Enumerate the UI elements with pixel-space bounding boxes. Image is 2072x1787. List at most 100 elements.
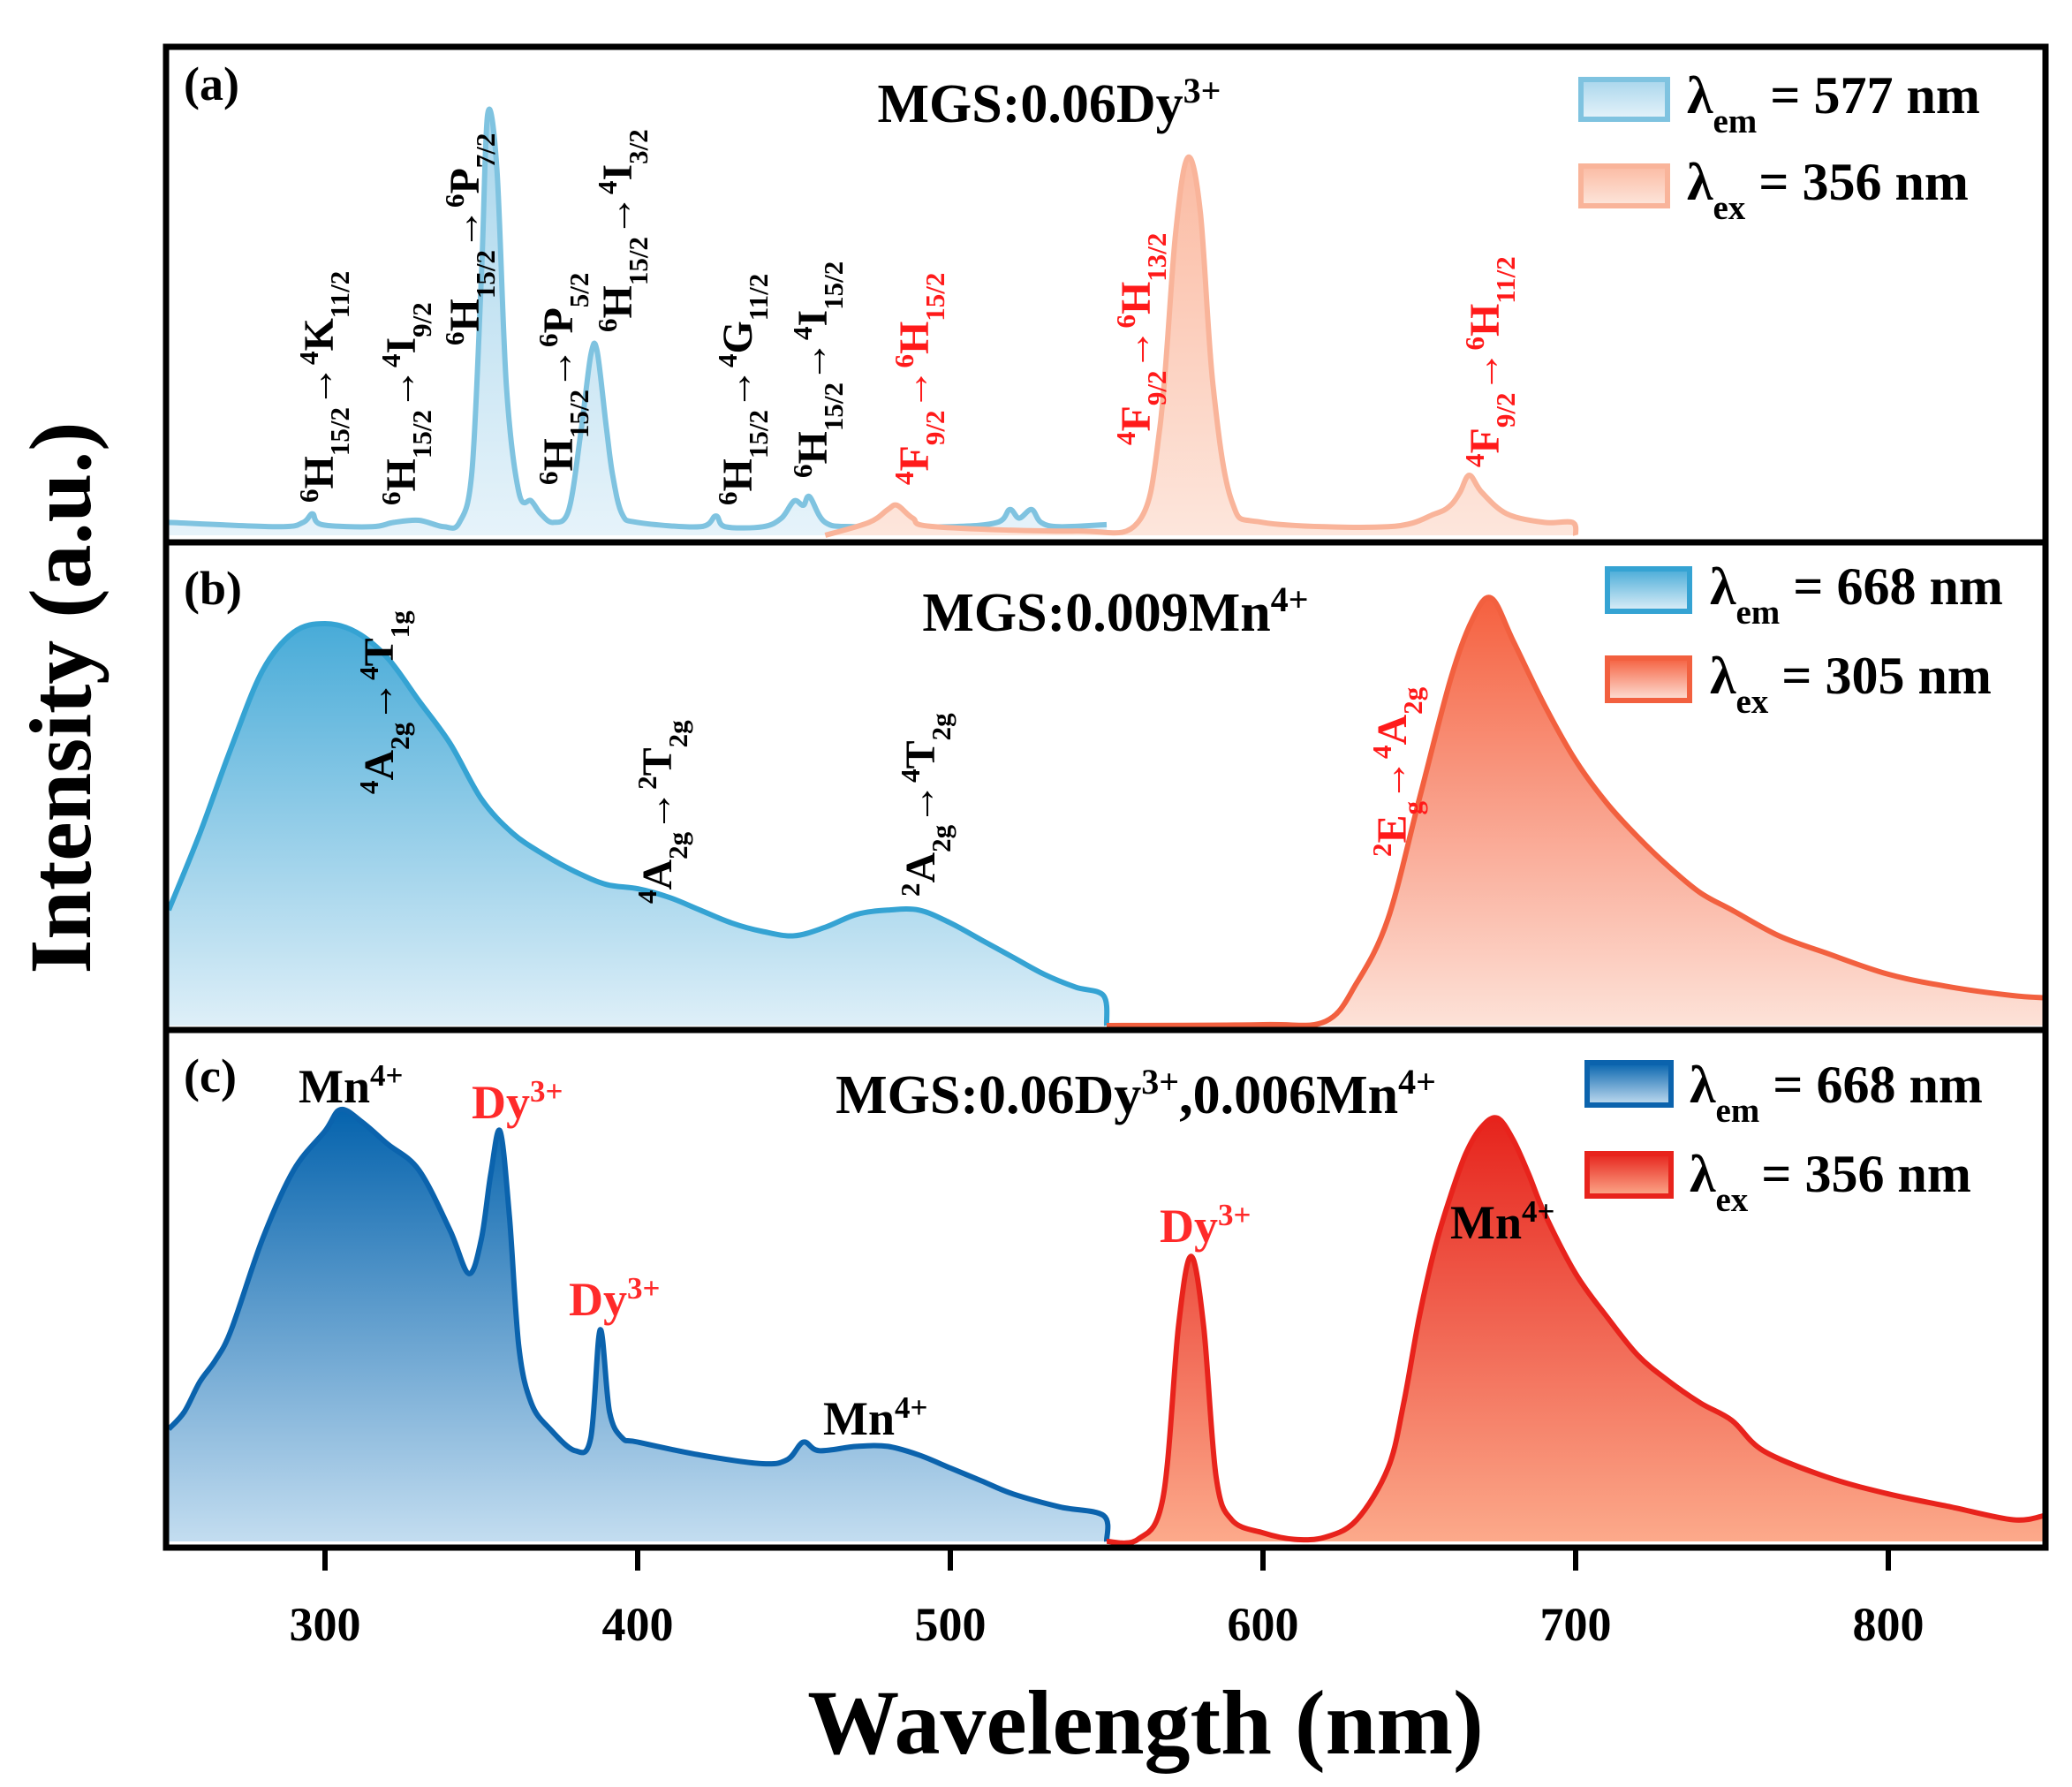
text-run: = 356 nm — [1745, 153, 1969, 211]
text-run: → — [1113, 329, 1160, 371]
subscript: ex — [1735, 683, 1768, 721]
legend-swatch — [1578, 163, 1670, 208]
legend-label: λem = 668 nm — [1690, 1056, 1983, 1130]
legend-label: λex = 305 nm — [1710, 647, 1992, 721]
text-run: MGS:0.009Mn — [922, 583, 1270, 643]
superscript: 6 — [889, 354, 919, 368]
legend-swatch — [1584, 1060, 1674, 1108]
text-run: = 668 nm — [1759, 1056, 1983, 1114]
text-run: A — [1369, 714, 1416, 745]
subscript: 15/2 — [324, 407, 355, 456]
text-run: G — [715, 321, 761, 353]
text-run: F — [1462, 428, 1509, 453]
subscript: 5/2 — [563, 273, 594, 308]
superscript: 6 — [592, 319, 623, 333]
text-run: → — [356, 680, 403, 723]
subscript: 11/2 — [324, 271, 355, 318]
superscript: 3+ — [1183, 71, 1221, 110]
ion-label: Mn4+ — [823, 1390, 927, 1446]
superscript: 6 — [1110, 314, 1141, 329]
subscript: 9/2 — [1141, 371, 1172, 406]
superscript: 3+ — [1218, 1198, 1251, 1232]
text-run: F — [891, 445, 938, 471]
emission-spectrum-fill — [1107, 597, 2045, 1026]
transition-label: 6H15/2→4I9/2 — [375, 302, 437, 505]
subscript: 2g — [662, 831, 693, 859]
text-run: → — [594, 194, 641, 237]
text-run: → — [1462, 351, 1509, 393]
superscript: 2 — [631, 776, 662, 790]
superscript: 4 — [293, 352, 324, 366]
x-tick-label: 400 — [602, 1598, 674, 1651]
transition-label: 6H15/2→6P5/2 — [533, 273, 594, 485]
text-run: Mn — [299, 1060, 370, 1113]
subscript: 2g — [926, 824, 957, 852]
emission-spectrum-line — [824, 155, 1579, 538]
transition-label: 6H15/2→6P7/2 — [439, 133, 501, 345]
superscript: 4 — [592, 181, 623, 195]
text-run: λ — [1690, 1145, 1716, 1203]
text-run: = 668 nm — [1780, 557, 2003, 616]
subscript: 15/2 — [563, 390, 594, 438]
subscript: em — [1713, 102, 1757, 140]
text-run: F — [1113, 405, 1160, 431]
ion-label: Mn4+ — [299, 1058, 403, 1114]
superscript: 2 — [895, 883, 926, 897]
superscript: 4 — [1110, 432, 1141, 446]
panel-title: MGS:0.06Dy3+ — [878, 71, 1221, 135]
superscript: 6 — [375, 492, 406, 506]
superscript: 6 — [533, 472, 563, 486]
legend-label: λex = 356 nm — [1687, 153, 1969, 227]
text-run: I — [594, 164, 641, 181]
legend-swatch — [1605, 655, 1692, 703]
x-tick-label: 600 — [1228, 1598, 1299, 1651]
superscript: 4 — [375, 354, 406, 368]
text-run: → — [790, 340, 836, 382]
subscript: 15/2 — [470, 250, 501, 299]
superscript: 4+ — [1522, 1194, 1554, 1229]
subscript: 2g — [1397, 686, 1428, 715]
ion-label: Dy3+ — [1160, 1198, 1251, 1253]
text-run: ,0.006Mn — [1179, 1065, 1398, 1125]
y-axis-title: Intensity (a.u.) — [11, 421, 110, 973]
text-run: A — [634, 859, 681, 890]
transition-label: 4F9/2→6H13/2 — [1110, 233, 1172, 445]
subscript: 9/2 — [406, 302, 437, 337]
superscript: 4 — [1366, 745, 1397, 759]
text-run: H — [442, 299, 488, 331]
emission-spectrum-line — [1106, 1115, 2046, 1546]
superscript: 6 — [533, 334, 563, 348]
text-run: H — [715, 458, 761, 491]
subscript: 2g — [926, 713, 957, 741]
panel-label: (a) — [184, 57, 239, 110]
transition-label: 4A2g→4T1g — [353, 610, 415, 794]
text-run: λ — [1687, 153, 1713, 211]
subscript: ex — [1715, 1181, 1748, 1219]
text-run: H — [378, 458, 425, 491]
transition-label: 6H15/2→4G11/2 — [712, 274, 774, 505]
text-run: MGS:0.06Dy — [878, 74, 1183, 134]
text-run: H — [1113, 282, 1160, 314]
superscript: 4 — [1459, 454, 1490, 468]
legend-label: λem = 668 nm — [1710, 557, 2003, 632]
text-run: H — [296, 456, 343, 488]
text-run: P — [535, 307, 582, 333]
text-run: Mn — [1450, 1196, 1522, 1249]
text-run: T — [356, 638, 403, 666]
text-run: H — [1462, 304, 1509, 337]
subscript: 13/2 — [1141, 233, 1172, 282]
subscript: 11/2 — [743, 274, 774, 321]
ion-label: Dy3+ — [472, 1074, 563, 1130]
text-run: A — [356, 750, 403, 781]
emission-spectrum-line — [1106, 594, 2046, 1028]
text-run: I — [790, 310, 836, 327]
ion-label: Mn4+ — [1450, 1194, 1554, 1250]
superscript: 3+ — [1141, 1062, 1179, 1102]
text-run: → — [634, 790, 681, 832]
panel-frame — [163, 1026, 2049, 1551]
superscript: 2 — [1366, 844, 1397, 858]
superscript: 4 — [787, 327, 818, 341]
subscript: 11/2 — [1490, 256, 1521, 303]
